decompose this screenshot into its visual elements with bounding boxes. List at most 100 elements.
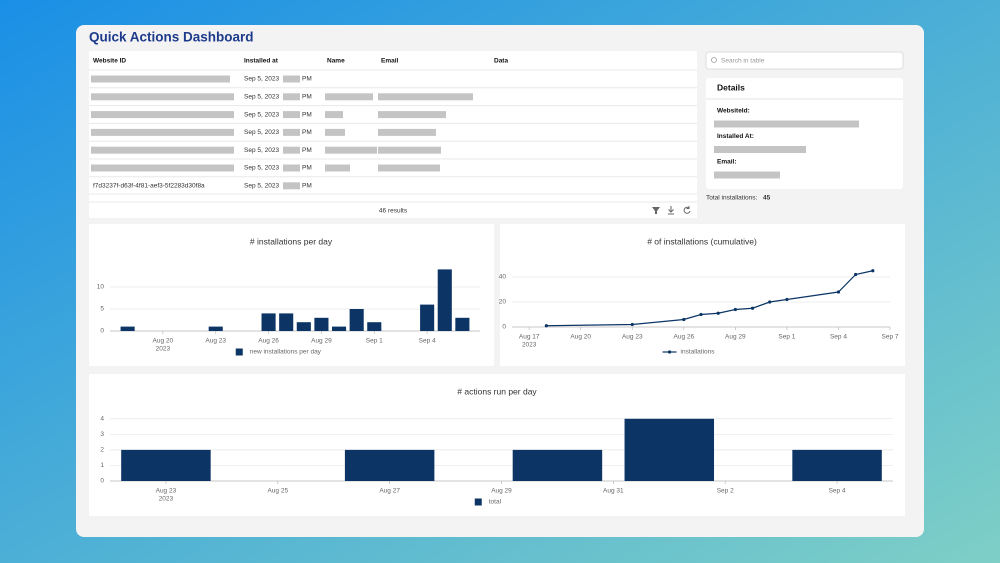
redacted [714,171,780,179]
redacted [91,111,234,119]
legend-swatch [235,348,243,356]
x-tick-label: Sep 7 [882,334,899,341]
x-tick-label: Sep 2 [717,488,734,495]
x-tick-year: 2023 [156,346,171,353]
redacted [325,164,350,172]
bar [455,317,470,331]
line [546,270,873,327]
redacted [325,111,343,119]
bar [624,418,715,481]
chart-title: # installations per day [250,236,333,246]
bar [261,313,276,331]
bar [349,309,364,331]
refresh-icon[interactable] [683,206,691,214]
x-tick-label: Aug 29 [311,338,332,345]
column-header: Data [494,58,508,65]
x-tick-label: Sep 4 [830,334,847,341]
installed-date: Sep 5, 2023 [244,165,279,172]
redacted [378,128,436,136]
redacted [283,75,300,83]
bar [296,322,311,331]
x-tick-label: Aug 26 [674,334,695,341]
x-tick-label: Aug 31 [603,488,624,495]
x-tick-label: Aug 29 [725,334,746,341]
y-tick-label: 20 [499,299,507,306]
redacted [283,111,300,119]
installed-date: Sep 5, 2023 [244,147,279,154]
x-tick-label: Sep 4 [829,488,846,495]
column-header: Website ID [93,58,126,65]
x-tick-label: Aug 27 [379,488,400,495]
detail-label: WebsiteId: [717,108,750,115]
point [785,297,789,302]
y-tick-label: 2 [100,447,104,454]
redacted [91,128,234,136]
bar [332,326,347,331]
redacted [283,93,300,101]
point [716,311,720,315]
filter-icon[interactable] [652,207,660,214]
redacted [325,146,377,154]
x-tick-label: Sep 1 [778,334,795,341]
bar [367,322,382,331]
bar [208,326,223,331]
installed-date: Sep 5, 2023 [244,129,279,136]
dashboard-title: Quick Actions Dashboard [89,30,254,45]
installed-time: PM [302,147,312,154]
chart-panel [500,224,905,366]
y-tick-label: 0 [502,324,506,331]
x-tick-label: Aug 29 [491,488,512,495]
redacted [283,128,300,136]
installed-date: Sep 5, 2023 [244,76,279,83]
point [544,324,548,328]
x-tick-label: Aug 20 [153,338,174,345]
legend-dot [667,350,672,354]
bar [344,449,435,481]
search-box[interactable] [705,51,904,70]
redacted [325,128,345,136]
y-tick-label: 5 [100,306,104,313]
total-value: 45 [763,195,771,202]
y-tick-label: 40 [499,274,507,281]
redacted [378,146,441,154]
x-tick-label: Aug 26 [258,338,279,345]
bar [121,449,211,481]
x-tick-label: Sep 4 [419,338,436,345]
installed-time: PM [302,111,312,118]
redacted [91,164,234,172]
x-tick-label: Aug 23 [622,334,643,341]
point [768,300,772,304]
chart-title: # actions run per day [457,386,537,396]
point [854,272,858,277]
point [750,306,755,310]
results-count: 46 results [379,208,408,215]
point [699,312,703,317]
installed-time: PM [302,183,312,190]
legend-label: new installations per day [250,349,322,356]
detail-label: Installed At: [717,133,754,140]
search-icon [711,57,717,63]
bar [120,326,135,331]
website-id: f7d3237f-d63f-4f81-aef3-5f2283d30f8a [93,183,205,190]
total-label: Total installations: [706,195,757,202]
y-tick-label: 3 [100,431,104,438]
legend-swatch [474,498,482,506]
x-tick-year: 2023 [522,342,537,349]
installed-date: Sep 5, 2023 [244,94,279,101]
redacted [91,75,230,83]
download-icon[interactable] [668,206,674,215]
point [630,322,634,327]
details-panel [706,78,903,189]
column-header: Name [327,58,345,65]
y-tick-label: 0 [100,478,104,485]
installed-time: PM [302,94,312,101]
redacted [378,164,440,172]
chart-panel [89,374,905,516]
point [871,269,875,273]
legend-label: installations [681,349,716,356]
redacted [714,146,806,153]
bar [437,269,452,331]
x-tick-label: Aug 23 [156,488,177,495]
y-tick-label: 1 [100,462,104,469]
x-tick-label: Sep 1 [366,338,383,345]
